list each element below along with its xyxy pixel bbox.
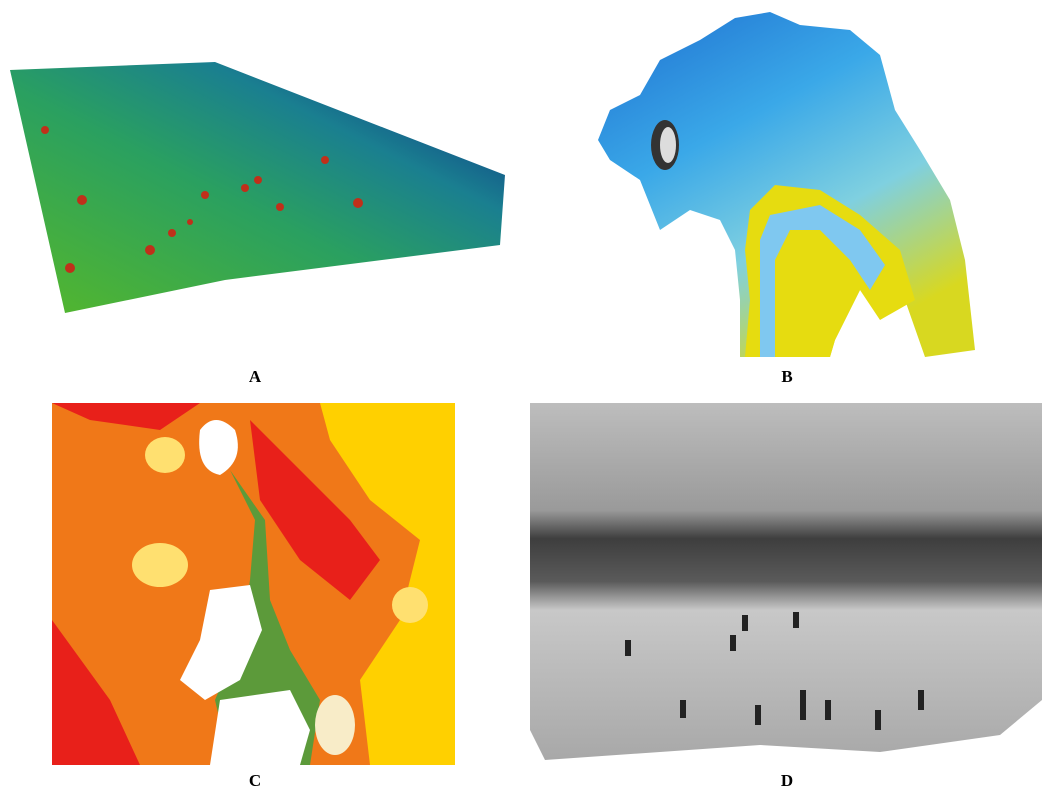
panel-d-image	[530, 403, 1042, 760]
panel-a-image	[10, 62, 505, 313]
panel-label: B	[781, 367, 792, 386]
panel-label: C	[249, 771, 261, 790]
panel-label: D	[781, 771, 793, 790]
panel-label: A	[249, 367, 262, 386]
panel-b-image	[598, 12, 975, 357]
panel-c-image	[52, 403, 455, 765]
